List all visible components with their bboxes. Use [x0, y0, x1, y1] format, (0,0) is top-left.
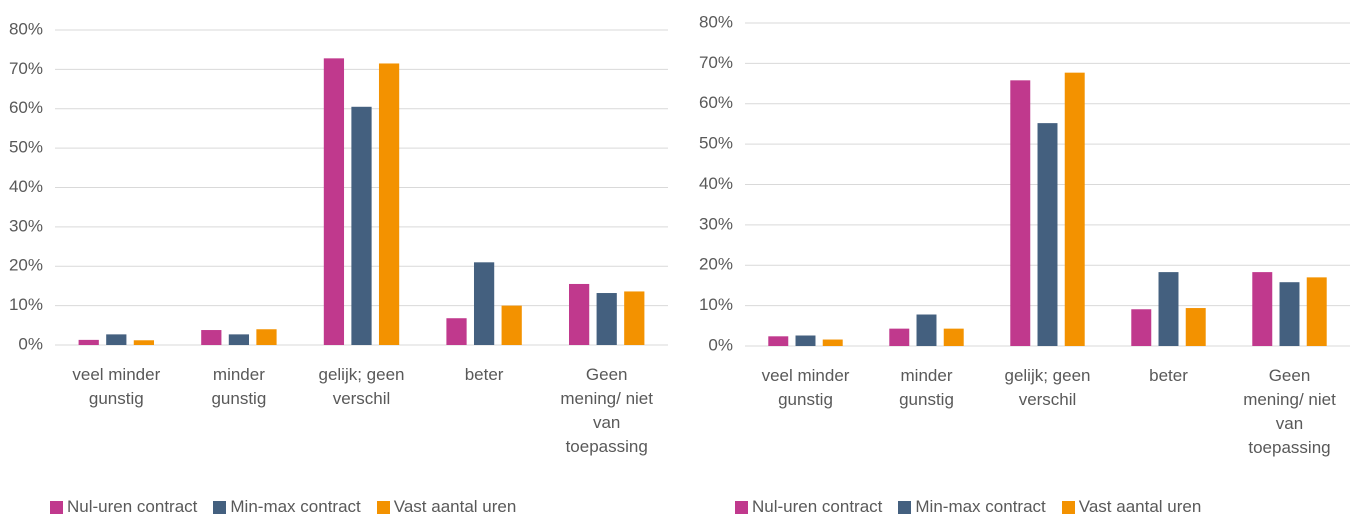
legend-swatch: [898, 500, 912, 514]
legend-label: Min-max contract: [230, 497, 361, 516]
y-tick-label: 50%: [699, 134, 733, 153]
x-tick-label: veel minder gunstig: [761, 366, 850, 409]
legend: Nul-uren contract Min-max contract Vast aa…: [735, 497, 1201, 517]
bar: [133, 340, 154, 345]
legend: Nul-uren contract Min-max contract Vast aa…: [50, 497, 516, 517]
legend-item: Min-max contract: [213, 497, 361, 517]
bar: [256, 329, 277, 345]
y-tick-label: 70%: [9, 59, 43, 78]
legend-item: Vast aantal uren: [1061, 497, 1202, 517]
bar: [1010, 80, 1031, 347]
y-tick-label: 10%: [9, 295, 43, 314]
bar: [596, 293, 617, 345]
legend-label: Min-max contract: [915, 497, 1046, 516]
y-tick-label: 20%: [699, 255, 733, 274]
bar: [768, 336, 789, 346]
x-tick-label: minder gunstig: [899, 366, 954, 409]
chart: 0% 10% 20% 30% 40% 50% 60% 70% 80% veel minder gu…: [690, 0, 1357, 527]
x-tick-label: minder gunstig: [211, 365, 267, 408]
bar: [822, 339, 843, 346]
bar: [916, 314, 937, 346]
bar: [943, 328, 964, 346]
y-tick-label: 30%: [699, 214, 733, 233]
legend-item: Nul-uren contract: [735, 497, 882, 517]
y-tick-label: 40%: [699, 174, 733, 193]
x-tick-label: beter: [464, 365, 504, 384]
y-tick-label: 80%: [699, 12, 733, 31]
bar: [1037, 123, 1058, 346]
bar: [889, 328, 910, 346]
legend-item: Min-max contract: [898, 497, 1046, 517]
bar: [446, 318, 467, 345]
plot: 0% 10% 20% 30% 40% 50% 60% 70% 80%: [699, 12, 1350, 354]
y-tick-label: 60%: [9, 98, 43, 117]
bar: [351, 106, 372, 345]
legend-label: Vast aantal uren: [1078, 497, 1202, 516]
bar: [323, 58, 345, 345]
bar: [1064, 72, 1085, 346]
legend-label: Vast aantal uren: [393, 497, 517, 516]
y-tick-label: 60%: [699, 93, 733, 112]
x-tick-label: veel minder gunstig: [72, 365, 161, 408]
legend-swatch: [735, 500, 748, 514]
legend-item: Nul-uren contract: [50, 497, 197, 517]
y-tick-label: 0%: [708, 335, 733, 354]
legend-swatch: [1061, 500, 1075, 514]
legend-label: Nul-uren contract: [67, 497, 198, 516]
legend-swatch: [50, 500, 63, 514]
y-tick-label: 10%: [699, 295, 733, 314]
bar: [1185, 308, 1206, 346]
x-tick-label: Geen mening/ niet van toepassing: [1243, 366, 1336, 457]
y-tick-label: 40%: [9, 177, 43, 196]
legend-swatch: [376, 500, 390, 514]
bar: [795, 335, 816, 346]
y-tick-label: 80%: [9, 19, 43, 38]
plot: 0% 10% 20% 30% 40% 50% 60% 70% 80%: [9, 19, 668, 353]
bar: [501, 305, 522, 345]
bar: [106, 334, 127, 345]
legend-swatch: [213, 500, 227, 514]
bar: [1279, 282, 1300, 346]
bar: [1131, 309, 1152, 346]
chart: 0% 10% 20% 30% 40% 50% 60% 70% 80% veel minder gu…: [9, 19, 668, 517]
x-tick-label: gelijk; geen verschil: [318, 365, 405, 408]
bar: [624, 291, 645, 345]
bar: [378, 63, 400, 345]
x-tick-label: beter: [1149, 366, 1188, 385]
x-tick-label: Geen mening/ niet van toepassing: [560, 365, 653, 456]
bar: [473, 262, 495, 345]
bar: [78, 339, 99, 345]
bar: [1158, 272, 1179, 346]
y-tick-label: 20%: [9, 256, 43, 275]
y-tick-label: 30%: [9, 216, 43, 235]
bar: [569, 283, 590, 345]
bar: [228, 334, 250, 345]
y-tick-label: 50%: [9, 138, 43, 157]
bar: [201, 330, 222, 345]
y-tick-label: 0%: [18, 334, 43, 353]
legend-label: Nul-uren contract: [752, 497, 883, 516]
y-tick-label: 70%: [699, 53, 733, 72]
legend-item: Vast aantal uren: [376, 497, 517, 517]
bar: [1306, 277, 1327, 346]
x-tick-label: gelijk; geen verschil: [1004, 366, 1091, 409]
bar: [1252, 272, 1273, 346]
